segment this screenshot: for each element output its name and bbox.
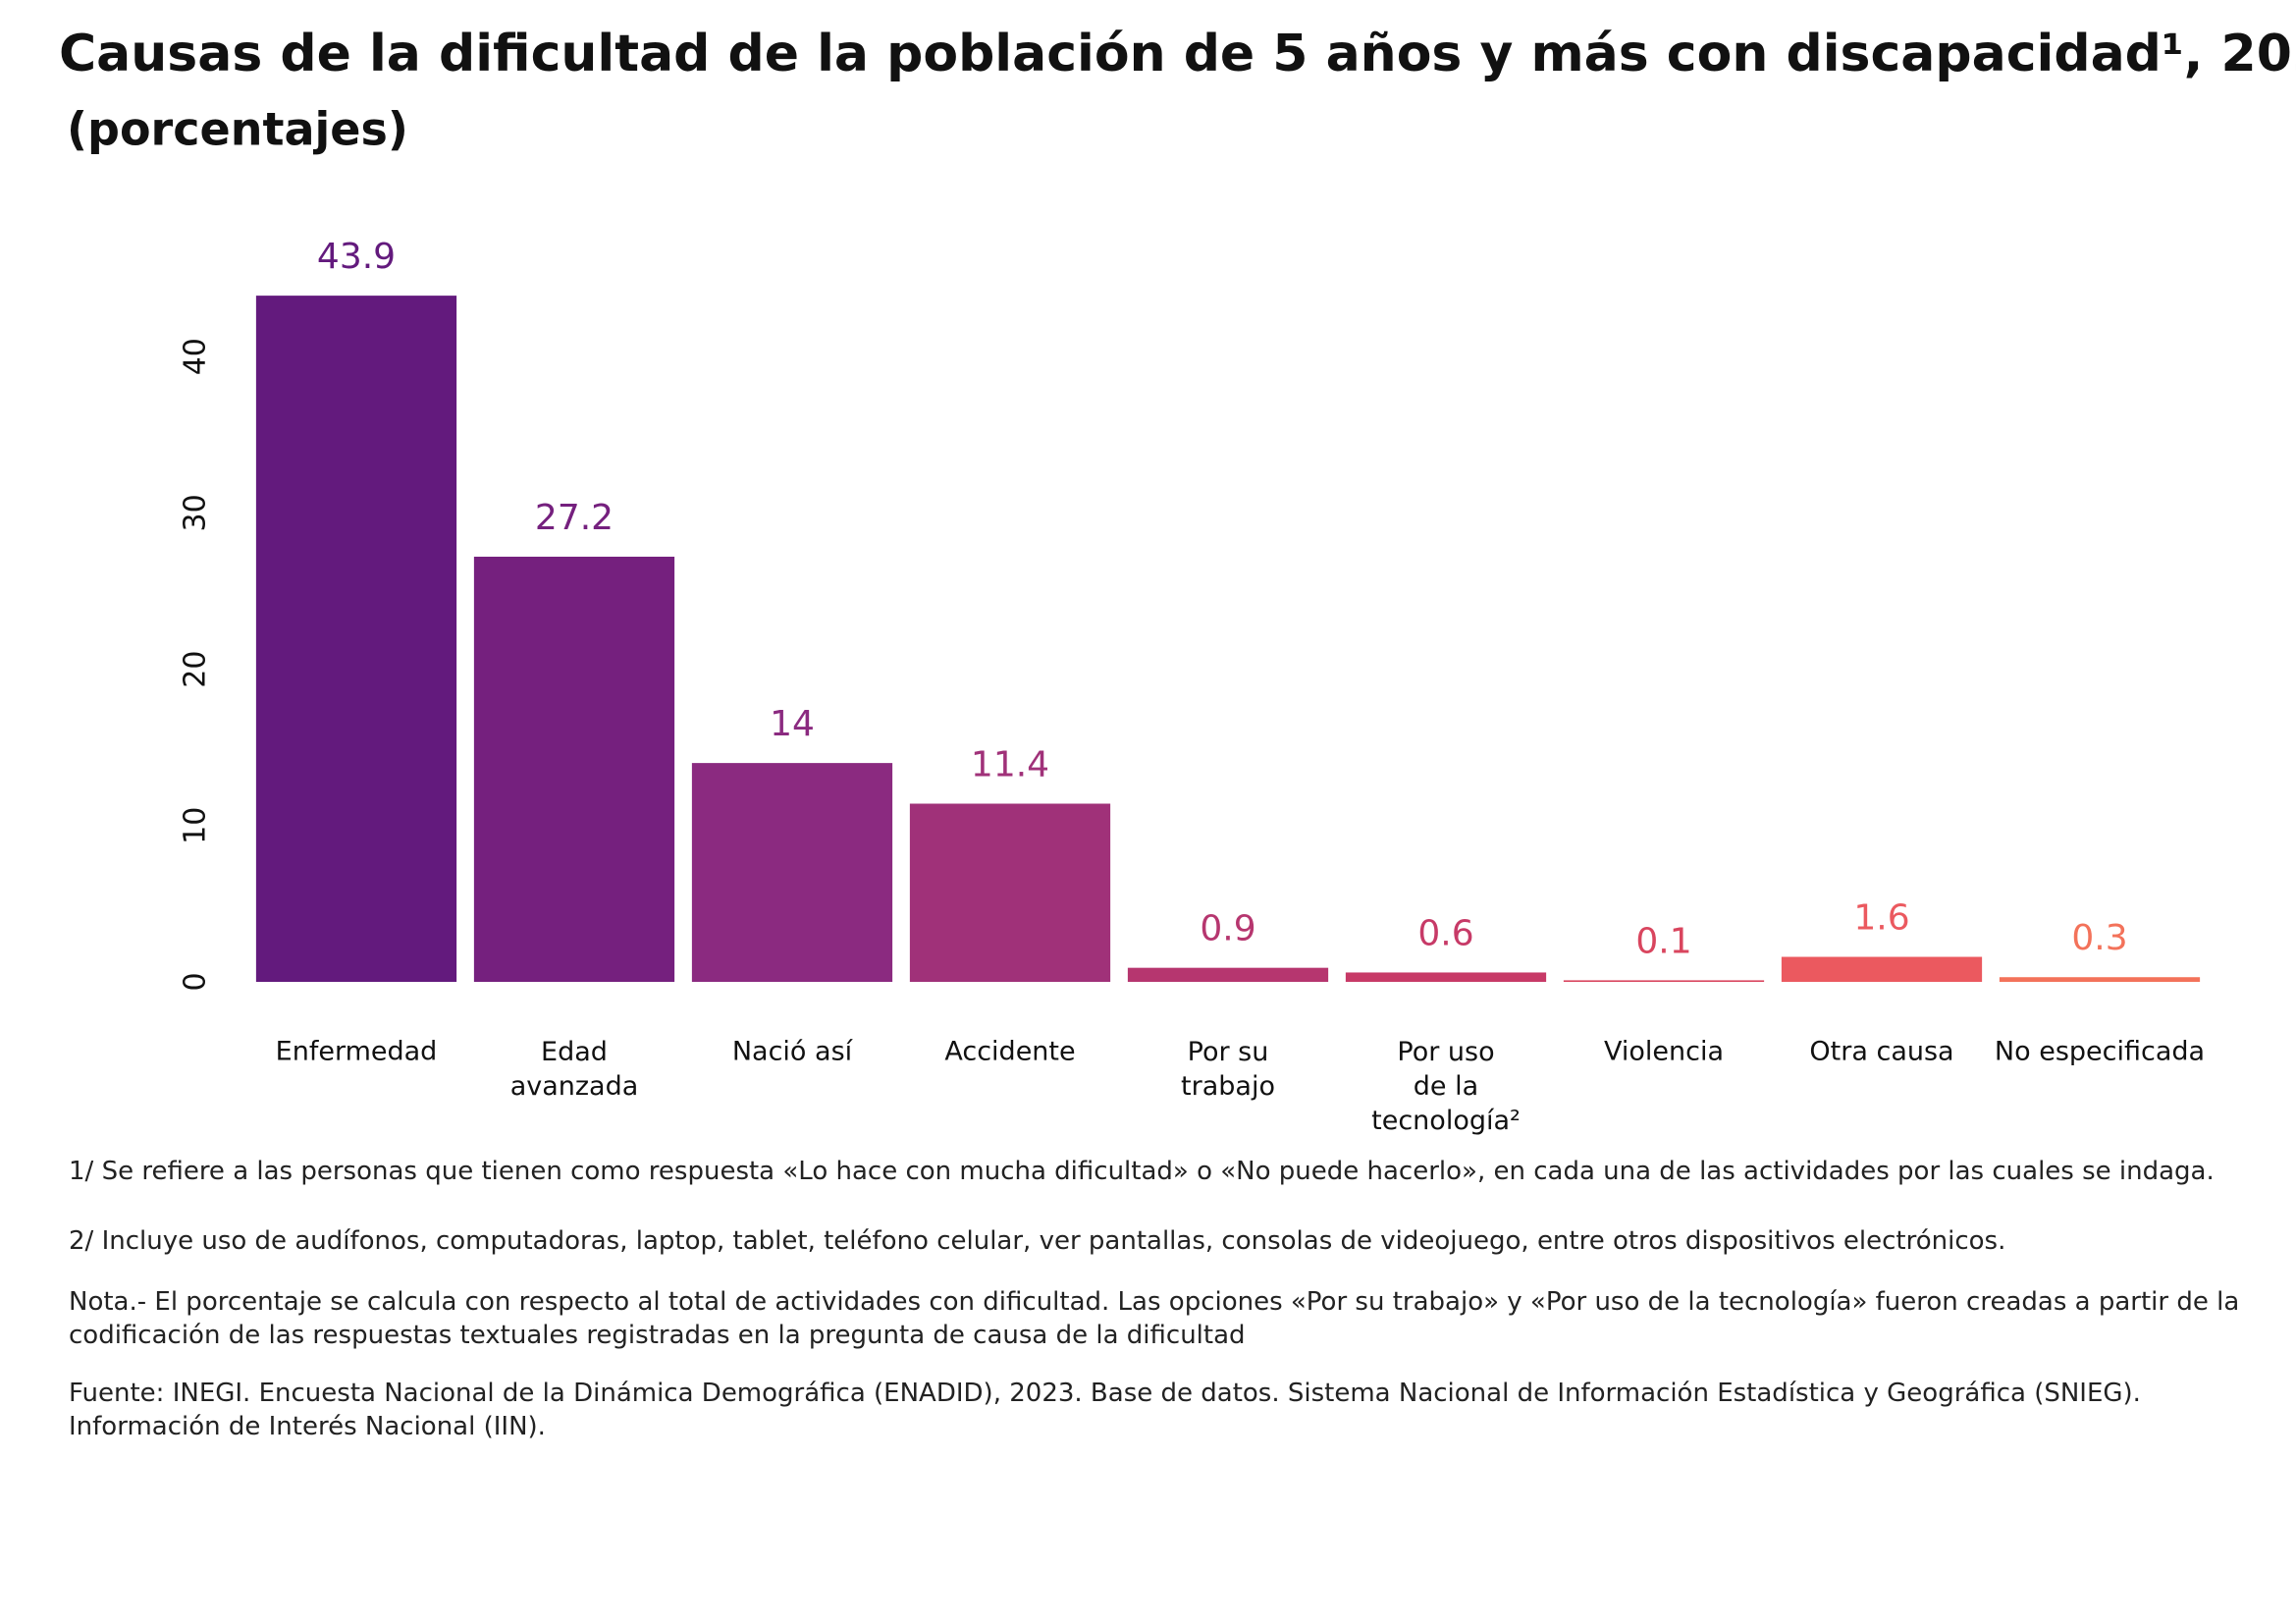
bar: [909, 803, 1111, 982]
value-label: 0.9: [1200, 909, 1255, 949]
y-tick-label: 0: [179, 972, 213, 991]
x-tick-label: Por su trabajo: [1181, 1037, 1275, 1102]
chart-title: Causas de la dificultad de la población …: [59, 25, 2296, 83]
bar: [473, 556, 675, 982]
bar: [1781, 956, 1983, 982]
bar: [255, 296, 457, 982]
footnote: 2/ Incluye uso de audífonos, computadora…: [69, 1226, 2006, 1256]
chart: Causas de la dificultad de la población …: [59, 25, 2296, 1136]
note: Nota.- El porcentaje se calcula con resp…: [69, 1287, 2240, 1350]
x-tick-label: Violencia: [1604, 1037, 1724, 1067]
value-label: 1.6: [1853, 898, 1909, 939]
x-tick-label: Por uso de la tecnología²: [1371, 1037, 1521, 1136]
value-label: 14: [770, 704, 815, 744]
value-label: 0.1: [1635, 921, 1691, 961]
source: Fuente: INEGI. Encuesta Nacional de la D…: [69, 1379, 2141, 1441]
value-label: 0.6: [1417, 913, 1473, 953]
y-tick-label: 10: [179, 807, 213, 844]
value-label: 11.4: [971, 745, 1049, 785]
footnote: 1/ Se refiere a las personas que tienen …: [69, 1157, 2215, 1186]
bar: [691, 763, 893, 982]
value-label: 43.9: [317, 237, 396, 277]
x-tick-label: No especificada: [1995, 1037, 2205, 1067]
x-tick-label: Nació así: [732, 1037, 854, 1067]
y-tick-label: 40: [179, 338, 213, 375]
value-label: 0.3: [2071, 918, 2127, 958]
chart-subtitle: (porcentajes): [67, 103, 408, 156]
bar: [1345, 972, 1547, 982]
x-tick-label: Enfermedad: [276, 1037, 438, 1067]
bar: [1563, 980, 1765, 982]
y-tick-label: 30: [179, 494, 213, 531]
x-tick-label: Edad avanzada: [510, 1037, 639, 1102]
value-label: 27.2: [535, 498, 614, 538]
y-tick-label: 20: [179, 651, 213, 688]
x-tick-label: Accidente: [944, 1037, 1075, 1067]
bar: [1999, 977, 2201, 982]
bar: [1127, 967, 1329, 982]
x-tick-label: Otra causa: [1809, 1037, 1953, 1067]
